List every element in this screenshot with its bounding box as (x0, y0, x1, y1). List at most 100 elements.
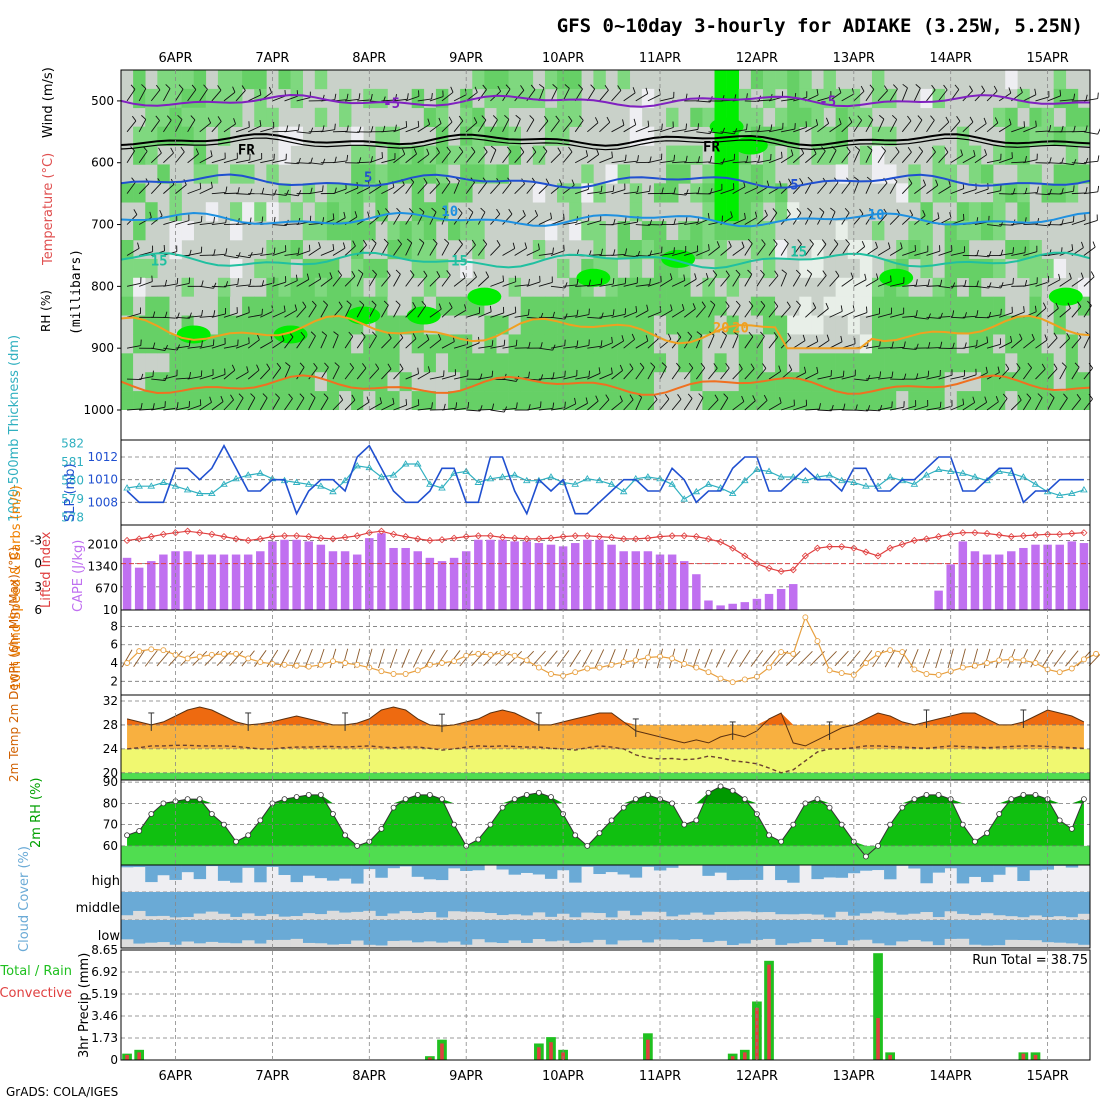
li-point (777, 567, 785, 575)
wind-barb (126, 313, 141, 318)
wind-barb-flag (346, 300, 352, 306)
wind-barb-flag (1016, 363, 1021, 369)
wind-barb-flag (619, 395, 623, 402)
rh-cell (593, 391, 606, 411)
wind-barb (877, 281, 892, 287)
wind-barb (587, 400, 599, 411)
wind-barb-flag (1085, 125, 1088, 132)
li-point (1031, 531, 1040, 539)
wind-barb-flag (140, 402, 143, 410)
wind-barb (659, 278, 673, 287)
rh-cell (993, 202, 1006, 222)
rh-cell (435, 334, 449, 354)
wind-barb (550, 376, 565, 380)
wind-barb-flag (237, 278, 239, 285)
rh-cell (920, 221, 933, 241)
wind-barb (805, 341, 818, 349)
y-tick-label: 32 (103, 694, 118, 708)
wind-barb-flag (1061, 125, 1064, 132)
wind-barb (1023, 251, 1037, 256)
rh-cell (1017, 334, 1030, 354)
wind-barb (453, 212, 463, 225)
wind-barb-flag (787, 332, 792, 339)
rh-fill-mid (127, 786, 1084, 846)
wind-barb (1083, 220, 1098, 225)
rh-cell (605, 391, 618, 411)
wind-barb (587, 345, 602, 349)
wind-barb-flag (803, 366, 807, 373)
wind-barb-flag (170, 147, 174, 154)
wind-barb (817, 182, 827, 194)
wind-barb-flag (917, 115, 923, 121)
wind-barb-flag (716, 241, 720, 248)
wind-barb-flag (213, 310, 216, 317)
wind10-barb (378, 648, 385, 669)
rh-cell (254, 296, 267, 316)
wind-barb (562, 403, 576, 411)
rh-cell (629, 372, 643, 392)
wind-barb (223, 123, 236, 133)
wind-barb-flag (155, 115, 160, 121)
wind-barb (441, 374, 456, 380)
rh-cell (932, 88, 945, 109)
wind-barb-flag (542, 146, 548, 152)
wind-barb-flag (868, 115, 874, 120)
rh-cell (884, 126, 897, 146)
rh-cell (387, 240, 400, 260)
wind-barb-flag (1024, 156, 1027, 163)
rh-cell (544, 296, 558, 316)
wind-barb (999, 283, 1014, 287)
wind-barb-flag (199, 182, 202, 189)
wind-barb (1011, 126, 1025, 133)
rh-cell (641, 296, 655, 316)
wind-barb-flag (931, 146, 936, 153)
wind-barb (781, 98, 796, 102)
rh-cell (944, 296, 958, 316)
thickness-point (292, 478, 301, 485)
rh-cell (157, 107, 170, 127)
cloud-bar (750, 939, 764, 948)
thickness-point (159, 478, 168, 485)
wind-barb (902, 347, 917, 350)
rh-cell (787, 296, 800, 316)
wind-barb (1083, 398, 1093, 411)
wind-barb-flag (969, 85, 973, 92)
wind-barb-flag (624, 154, 627, 161)
wind-barb-flag (1008, 118, 1012, 125)
rh-cell (811, 296, 824, 316)
rh-cell (581, 315, 594, 335)
wind10-point (717, 675, 724, 682)
wind-barb (381, 304, 389, 318)
rh-cell (193, 353, 207, 373)
wind-barb (308, 367, 318, 380)
li-point (535, 535, 543, 543)
rh-point (632, 796, 639, 803)
thickness-point (971, 473, 979, 480)
rh-cell (678, 164, 691, 184)
rh-cell (423, 334, 437, 354)
wind-barb-flag (1037, 393, 1043, 399)
rh-cell (242, 70, 255, 90)
wind10-barb (254, 650, 267, 667)
cape-bar (667, 554, 677, 610)
rh-cell (762, 258, 776, 279)
rh-point (790, 821, 797, 828)
wind-barb-flag (266, 363, 271, 370)
wind-barb (368, 368, 380, 380)
wind-barb (562, 184, 575, 194)
rh-cell (254, 334, 267, 354)
wind-barb (211, 374, 226, 380)
rh-point (766, 832, 772, 839)
cloud-bar (121, 915, 134, 920)
wind-barb-flag (189, 372, 192, 379)
wind-barb-flag (534, 210, 539, 216)
li-point (680, 532, 688, 540)
wind-barb (356, 304, 365, 318)
cloud-bar (1017, 917, 1030, 920)
cloud-high-bar (702, 865, 715, 876)
y-tick-label: 1008 (87, 495, 118, 509)
rh-cell (145, 258, 158, 279)
rh-cell (1053, 164, 1067, 184)
rh-cell (339, 221, 352, 241)
rh-cell (871, 126, 885, 146)
